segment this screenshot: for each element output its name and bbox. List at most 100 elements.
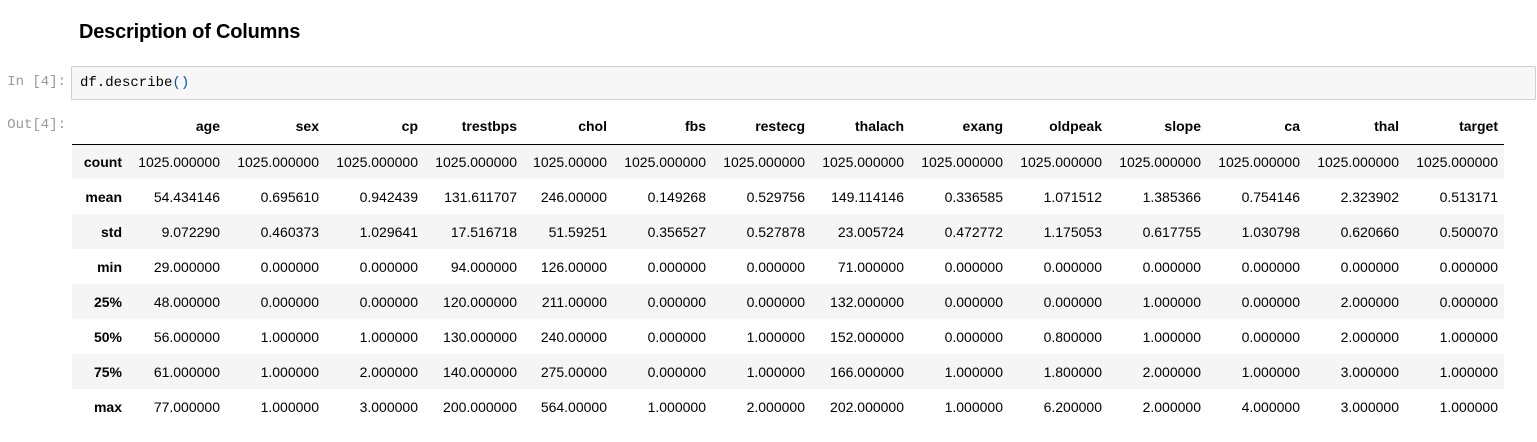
table-cell: 0.000000 xyxy=(1340,258,1399,275)
table-cell: 130.000000 xyxy=(443,328,517,345)
table-row: max 77.000000 1.000000 3.000000 200.000000 56… xyxy=(72,389,1504,424)
row-index-label: 50% xyxy=(93,328,122,345)
table-cell: 0.000000 xyxy=(260,293,319,310)
table-cell: 2.000000 xyxy=(1142,363,1201,380)
table-cell: 0.336585 xyxy=(944,188,1003,205)
describe-table: age sex cp trestbps chol fbs restecg thalach exa… xyxy=(72,108,1504,424)
table-cell: 1.000000 xyxy=(1241,363,1300,380)
table-cell: 1.000000 xyxy=(1142,328,1201,345)
column-header-trestbps: trestbps xyxy=(461,117,517,134)
table-cell: 0.800000 xyxy=(1043,328,1102,345)
table-cell: 1025.000000 xyxy=(1218,153,1300,170)
table-row: min 29.000000 0.000000 0.000000 94.000000 126… xyxy=(72,249,1504,284)
table-header-row: age sex cp trestbps chol fbs restecg thalach exa… xyxy=(72,108,1504,144)
table-cell: 1025.000000 xyxy=(624,153,706,170)
table-row: 25% 48.000000 0.000000 0.000000 120.000000 21… xyxy=(72,284,1504,319)
table-cell: 1.000000 xyxy=(260,363,319,380)
column-header-ca: ca xyxy=(1284,117,1300,134)
table-cell: 0.000000 xyxy=(1142,258,1201,275)
table-cell: 17.516718 xyxy=(450,223,517,240)
table-cell: 0.000000 xyxy=(1241,293,1300,310)
table-cell: 4.000000 xyxy=(1241,398,1300,415)
code-input-cell[interactable]: df.describe() xyxy=(71,66,1536,100)
column-header-cp: cp xyxy=(401,117,418,134)
table-cell: 0.472772 xyxy=(944,223,1003,240)
table-cell: 0.000000 xyxy=(1241,258,1300,275)
code-text[interactable]: df.describe() xyxy=(80,75,189,91)
table-cell: 2.323902 xyxy=(1340,188,1399,205)
table-cell: 0.356527 xyxy=(647,223,706,240)
table-cell: 0.000000 xyxy=(746,258,805,275)
table-row: std 9.072290 0.460373 1.029641 17.516718 51.5… xyxy=(72,214,1504,249)
table-cell: 1.030798 xyxy=(1241,223,1300,240)
table-cell: 1025.000000 xyxy=(1317,153,1399,170)
table-cell: 0.942439 xyxy=(359,188,418,205)
table-cell: 120.000000 xyxy=(443,293,517,310)
table-cell: 211.00000 xyxy=(541,293,607,310)
table-cell: 56.000000 xyxy=(153,328,220,345)
table-row: 50% 56.000000 1.000000 1.000000 130.000000 24… xyxy=(72,319,1504,354)
table-cell: 1.000000 xyxy=(1142,293,1201,310)
table-cell: 1025.000000 xyxy=(921,153,1003,170)
markdown-heading: Description of Columns xyxy=(79,21,301,43)
table-cell: 149.114146 xyxy=(831,188,904,205)
table-cell: 51.59251 xyxy=(548,223,607,240)
table-cell: 0.000000 xyxy=(647,328,706,345)
table-cell: 0.500070 xyxy=(1439,223,1498,240)
table-cell: 6.200000 xyxy=(1043,398,1102,415)
table-cell: 200.000000 xyxy=(443,398,517,415)
table-cell: 240.00000 xyxy=(540,328,607,345)
table-cell: 1.029641 xyxy=(359,223,418,240)
table-cell: 1025.000000 xyxy=(336,153,418,170)
table-cell: 23.005724 xyxy=(837,223,904,240)
table-cell: 54.434146 xyxy=(153,188,220,205)
table-cell: 1.000000 xyxy=(647,398,706,415)
table-cell: 0.000000 xyxy=(1241,328,1300,345)
table-cell: 1.000000 xyxy=(260,328,319,345)
table-cell: 0.000000 xyxy=(1043,258,1102,275)
table-row: count 1025.000000 1025.000000 1025.000000 10… xyxy=(72,144,1504,179)
table-cell: 3.000000 xyxy=(359,398,418,415)
table-cell: 0.529756 xyxy=(746,188,805,205)
table-cell: 0.527878 xyxy=(746,223,805,240)
table-cell: 0.000000 xyxy=(944,328,1003,345)
table-cell: 0.617755 xyxy=(1142,223,1201,240)
output-prompt: Out[4]: xyxy=(7,117,66,133)
code-parens: () xyxy=(172,75,190,91)
table-cell: 0.000000 xyxy=(944,258,1003,275)
table-cell: 48.000000 xyxy=(153,293,220,310)
table-cell: 1.000000 xyxy=(1439,363,1498,380)
table-cell: 2.000000 xyxy=(1340,328,1399,345)
table-cell: 71.000000 xyxy=(837,258,904,275)
table-cell: 3.000000 xyxy=(1340,398,1399,415)
code-object: df.describe xyxy=(80,75,173,91)
column-header-sex: sex xyxy=(295,117,319,134)
table-cell: 2.000000 xyxy=(746,398,805,415)
table-cell: 0.000000 xyxy=(647,363,706,380)
column-header-fbs: fbs xyxy=(685,117,706,134)
table-cell: 246.00000 xyxy=(540,188,607,205)
input-prompt: In [4]: xyxy=(7,74,66,90)
table-cell: 1025.000000 xyxy=(138,153,220,170)
table-cell: 1.000000 xyxy=(1439,328,1498,345)
table-cell: 131.611707 xyxy=(444,188,517,205)
row-index-label: min xyxy=(97,258,122,275)
table-corner-cell xyxy=(72,108,128,144)
table-cell: 1025.000000 xyxy=(1416,153,1498,170)
column-header-exang: exang xyxy=(962,117,1003,134)
table-cell: 77.000000 xyxy=(153,398,220,415)
table-cell: 275.00000 xyxy=(540,363,607,380)
table-cell: 1.000000 xyxy=(1439,398,1498,415)
table-cell: 132.000000 xyxy=(830,293,904,310)
output-area: age sex cp trestbps chol fbs restecg thalach exa… xyxy=(72,108,1504,424)
table-cell: 0.000000 xyxy=(1439,293,1498,310)
table-cell: 1.000000 xyxy=(359,328,418,345)
column-header-thal: thal xyxy=(1374,117,1399,134)
table-cell: 1.800000 xyxy=(1043,363,1102,380)
table-cell: 1.175053 xyxy=(1043,223,1102,240)
table-cell: 202.000000 xyxy=(830,398,904,415)
table-cell: 564.00000 xyxy=(540,398,607,415)
table-row: 75% 61.000000 1.000000 2.000000 140.000000 27… xyxy=(72,354,1504,389)
table-cell: 1025.00000 xyxy=(533,153,607,170)
table-cell: 126.00000 xyxy=(540,258,607,275)
